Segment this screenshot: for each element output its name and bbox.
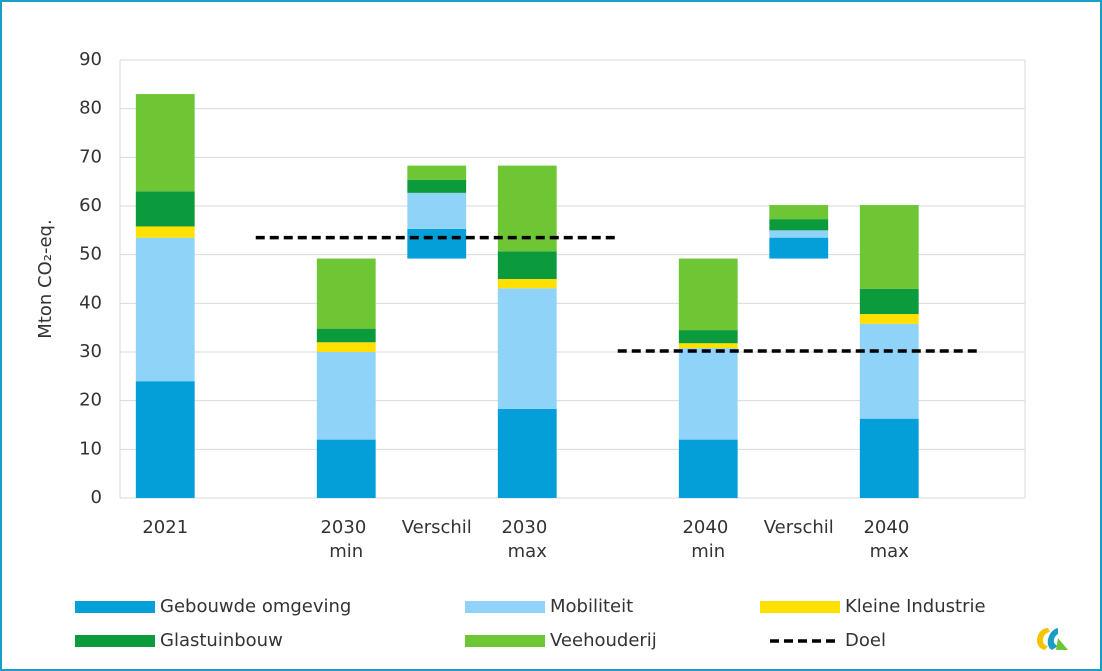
bar-segment: [407, 165, 467, 180]
logo-part: [1036, 628, 1050, 650]
x-tick-label: Verschil: [402, 517, 472, 538]
bar-segment: [678, 348, 738, 440]
bar-segment: [407, 192, 467, 229]
bar-segment: [497, 279, 557, 289]
bar-segment: [497, 408, 557, 498]
bar-segment: [316, 342, 376, 352]
logo: [1036, 628, 1068, 650]
bar-segment: [497, 288, 557, 409]
x-tick-label-line: max: [508, 541, 548, 562]
bar-segment: [859, 288, 919, 315]
bar-segment: [316, 439, 376, 498]
x-tick-label: 2040 min: [682, 517, 734, 562]
bar-segment: [135, 237, 195, 382]
y-tick-label: 40: [79, 292, 102, 313]
x-tick-label-line: 2040: [682, 517, 734, 538]
bar-segment: [769, 230, 829, 238]
y-tick-label: 80: [79, 98, 102, 119]
x-tick-label-line: min: [329, 541, 363, 562]
y-tick-label: 50: [79, 244, 102, 265]
legend-swatch: [75, 601, 155, 613]
bar-segment: [678, 343, 738, 349]
y-tick-label: 70: [79, 146, 102, 167]
bar-segment: [859, 418, 919, 498]
bar-segment: [316, 352, 376, 440]
bar-segment: [678, 330, 738, 344]
bar-segment: [497, 251, 557, 279]
legend-label: Kleine Industrie: [845, 596, 986, 617]
legend-label: Gebouwde omgeving: [160, 596, 351, 617]
logo-part: [1056, 638, 1068, 650]
y-axis-label: Mton CO₂-eq.: [35, 219, 56, 338]
legend-swatch: [75, 635, 155, 647]
bar-segment: [678, 439, 738, 498]
x-tick-label: Verschil: [764, 517, 834, 538]
legend-label: Glastuinbouw: [160, 630, 283, 651]
x-tick-label-line: max: [870, 541, 910, 562]
bar-segment: [135, 226, 195, 238]
legend-label: Veehouderij: [550, 630, 657, 651]
bar-segment: [859, 323, 919, 419]
x-tick-label: 2021: [142, 517, 188, 538]
y-tick-label: 10: [79, 438, 102, 459]
x-tick-label-line: 2021: [142, 517, 188, 538]
logo-part: [1047, 628, 1058, 650]
y-tick-label: 20: [79, 390, 102, 411]
bar-segment: [316, 328, 376, 343]
x-tick-label-line: 2040: [863, 517, 915, 538]
y-tick-label: 90: [79, 49, 102, 70]
bar-segment: [678, 258, 738, 331]
y-tick-label: 0: [91, 487, 102, 508]
legend-swatch: [760, 601, 840, 613]
x-tick-label-line: Verschil: [402, 517, 472, 538]
x-tick-label-line: Verschil: [764, 517, 834, 538]
bar-segment: [769, 219, 829, 231]
legend-label: Doel: [845, 630, 886, 651]
legend-swatch: [465, 635, 545, 647]
bar-segment: [135, 381, 195, 498]
bar-segment: [407, 179, 467, 193]
x-tick-label: 2030 min: [320, 517, 372, 562]
bar-segment: [135, 191, 195, 227]
bar-segment: [859, 314, 919, 324]
bar-segment: [316, 258, 376, 329]
y-tick-label: 30: [79, 341, 102, 362]
x-tick-label: 2030 max: [501, 517, 553, 562]
x-tick-label-line: 2030: [501, 517, 553, 538]
legend-label: Mobiliteit: [550, 596, 633, 617]
bar-segment: [135, 94, 195, 192]
x-tick-label-line: min: [691, 541, 725, 562]
x-tick-label-line: 2030: [320, 517, 372, 538]
bar-segment: [769, 205, 829, 220]
x-tick-label: 2040 max: [863, 517, 915, 562]
bar-segment: [859, 205, 919, 289]
bar-segment: [769, 237, 829, 259]
legend-swatch: [465, 601, 545, 613]
y-tick-label: 60: [79, 195, 102, 216]
bar-segment: [407, 228, 467, 259]
